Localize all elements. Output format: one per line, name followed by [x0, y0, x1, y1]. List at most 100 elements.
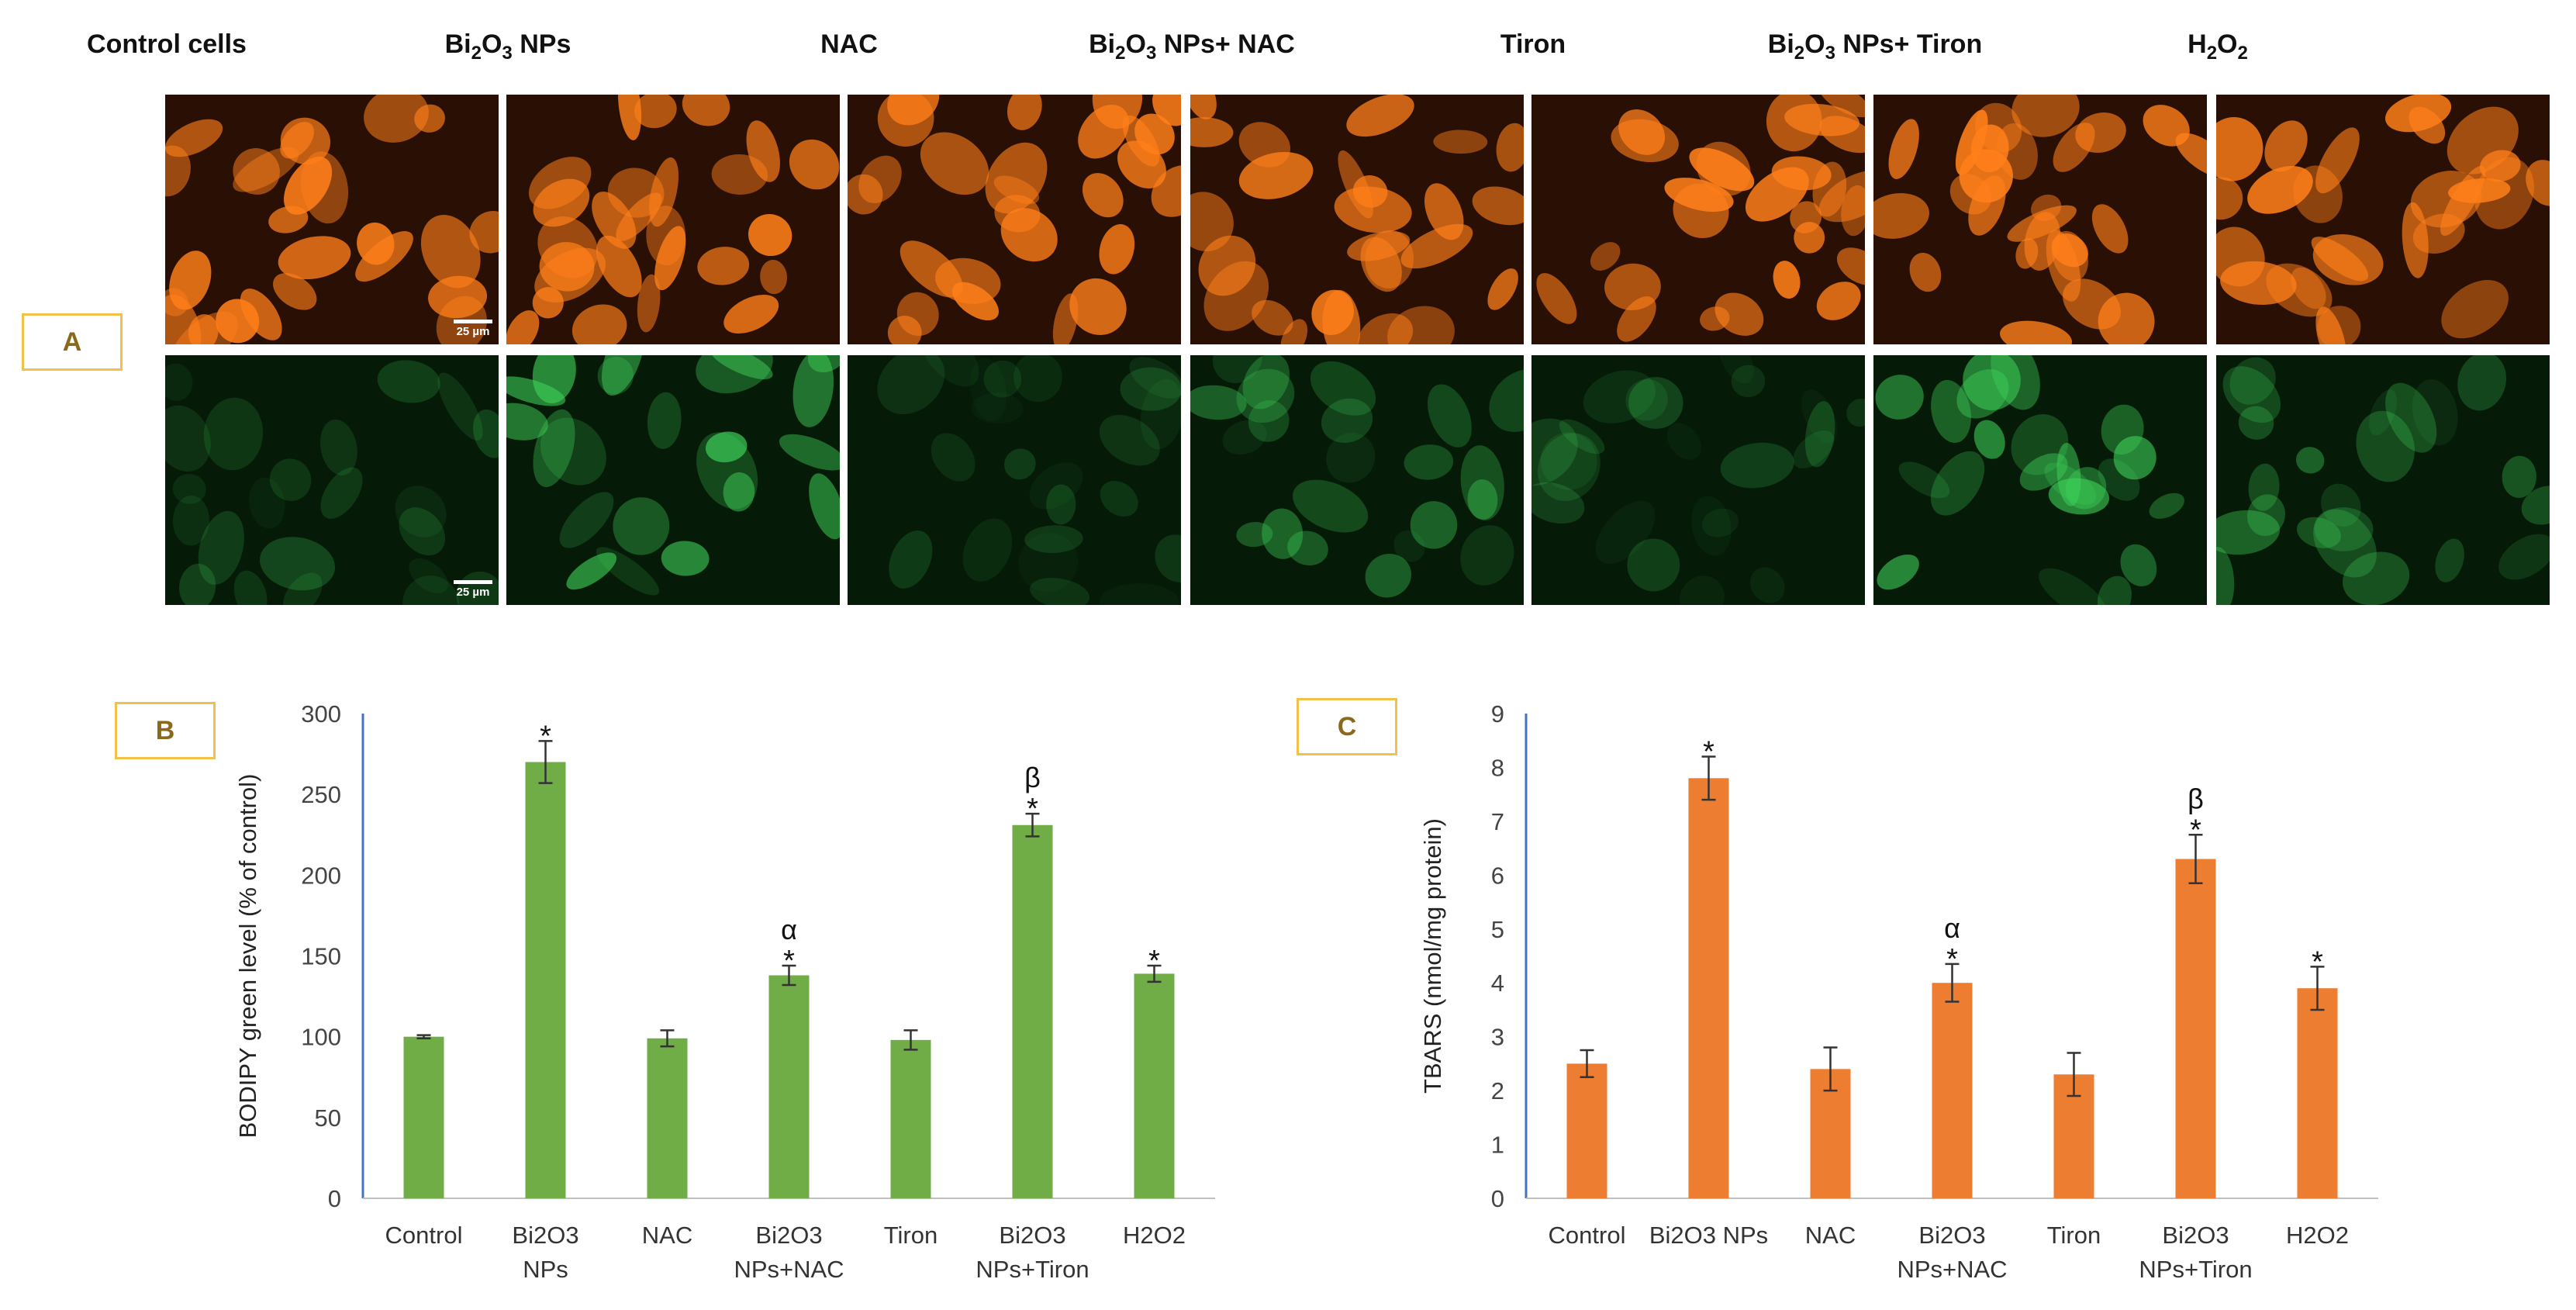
bar — [2297, 988, 2338, 1198]
error-bar — [2188, 834, 2203, 884]
scale-bar-line — [454, 580, 492, 584]
x-tick-label: Tiron — [2047, 1222, 2101, 1249]
cell-field — [1531, 355, 1865, 605]
bar — [1012, 824, 1053, 1198]
green-fluorescence-image — [1531, 355, 1865, 605]
error-bar — [538, 740, 553, 784]
cell-field — [1531, 95, 1865, 344]
significance-star: * — [1027, 793, 1038, 825]
significance-star: * — [2190, 814, 2201, 846]
x-tick-label: NAC — [1805, 1222, 1856, 1249]
scale-bar-label: 25 µm — [456, 586, 490, 599]
column-title: NAC — [820, 29, 878, 59]
column-title: Bi2O3 NPs+ NAC — [1025, 29, 1359, 64]
title-text: Bi — [1767, 29, 1794, 59]
cell-field — [165, 355, 499, 605]
x-tick-label: Bi2O3 — [2162, 1222, 2229, 1249]
title-subscript: 3 — [502, 42, 513, 64]
error-bar — [2310, 966, 2325, 1011]
title-subscript: 2 — [471, 42, 482, 64]
panel-label-a: A — [22, 313, 123, 371]
x-tick-label: Bi2O3 NPs — [1649, 1222, 1768, 1249]
scale-bar: 25 µm — [454, 320, 492, 338]
bar — [890, 1039, 931, 1198]
title-text: O — [1804, 29, 1825, 59]
cell-field — [506, 355, 840, 605]
green-fluorescence-image — [506, 355, 840, 605]
bar — [647, 1038, 688, 1198]
bar — [403, 1036, 444, 1198]
tbars-bar-chart: TBARS (nmol/mg protein) 0 1 2 3 4 5 6 7 8 9 Control… — [1419, 700, 2378, 1283]
y-tick-label: 8 — [1491, 754, 1504, 781]
x-tick-label: Bi2O3 — [512, 1222, 578, 1249]
x-tick-label: NAC — [642, 1222, 692, 1249]
cell-field — [848, 355, 1181, 605]
x-tick-label: NPs+NAC — [1897, 1256, 2007, 1283]
green-fluorescence-image: 25 µm — [165, 355, 499, 605]
y-tick-label: 6 — [1491, 862, 1504, 889]
panel-label-b-text: B — [155, 715, 175, 745]
orange-fluorescence-image — [848, 95, 1181, 344]
error-bar — [1945, 963, 1960, 1003]
error-bar — [1701, 755, 1716, 801]
y-tick-label: 9 — [1491, 700, 1504, 728]
cell-field — [1190, 95, 1524, 344]
title-text: O — [2217, 29, 2238, 59]
error-bar — [1025, 812, 1040, 838]
x-tick-label: Bi2O3 — [1918, 1222, 1985, 1249]
bar — [768, 975, 810, 1198]
green-fluorescence-image — [1873, 355, 2207, 605]
cell-field — [848, 95, 1181, 344]
title-text: NPs+ Tiron — [1835, 29, 1983, 59]
cell-field — [165, 95, 499, 344]
significance-star: * — [1148, 945, 1160, 977]
panel-label-b: B — [115, 702, 216, 759]
y-tick-label: 100 — [301, 1024, 341, 1051]
green-fluorescence-image — [848, 355, 1181, 605]
cell-field — [506, 95, 840, 344]
title-subscript: 2 — [1115, 42, 1126, 64]
x-tick-label: H2O2 — [1123, 1222, 1186, 1249]
bodipy-bar-chart: BODIPY green level (% of control) 0 50 100 1… — [234, 700, 1215, 1283]
y-tick-label: 0 — [328, 1185, 341, 1212]
bar — [1134, 973, 1175, 1198]
y-tick-label: 0 — [1491, 1185, 1504, 1212]
scale-bar-label: 25 µm — [456, 325, 490, 338]
error-bar — [660, 1029, 675, 1048]
error-bar — [1823, 1046, 1838, 1092]
column-title: Bi2O3 NPs+ Tiron — [1708, 29, 2042, 64]
title-subscript: 2 — [2237, 42, 2248, 64]
x-tick-label: Control — [1549, 1222, 1626, 1249]
y-axis-label: BODIPY green level (% of control) — [234, 774, 261, 1139]
error-bar — [1147, 964, 1162, 983]
error-bar — [903, 1029, 918, 1051]
x-tick-label: NPs — [523, 1256, 568, 1283]
title-text: O — [481, 29, 502, 59]
significance-star: * — [2312, 945, 2323, 978]
error-bar — [782, 964, 796, 987]
orange-fluorescence-image — [1873, 95, 2207, 344]
y-tick-label: 150 — [301, 943, 341, 970]
green-fluorescence-image — [2216, 355, 2550, 605]
x-tick-label: Bi2O3 — [999, 1222, 1065, 1249]
cell-field — [1190, 355, 1524, 605]
title-subscript: 2 — [2206, 42, 2218, 64]
y-tick-label: 4 — [1491, 970, 1504, 997]
orange-fluorescence-image: 25 µm — [165, 95, 499, 344]
cell-field — [2216, 355, 2550, 605]
significance-symbol: β — [2188, 783, 2204, 814]
bar — [1688, 778, 1729, 1198]
y-tick-label: 3 — [1491, 1024, 1504, 1051]
orange-fluorescence-image — [506, 95, 840, 344]
title-text: Bi — [444, 29, 471, 59]
cell-field — [1873, 95, 2207, 344]
orange-fluorescence-image — [1531, 95, 1865, 344]
x-tick-label: H2O2 — [2286, 1222, 2349, 1249]
significance-symbol: β — [1024, 762, 1041, 793]
x-tick-label: NPs+Tiron — [2139, 1256, 2252, 1283]
column-title: Bi2O3 NPs — [341, 29, 675, 64]
orange-fluorescence-image — [1190, 95, 1524, 344]
title-text: NPs+ NAC — [1156, 29, 1295, 59]
orange-fluorescence-image — [2216, 95, 2550, 344]
scale-bar-line — [454, 320, 492, 323]
